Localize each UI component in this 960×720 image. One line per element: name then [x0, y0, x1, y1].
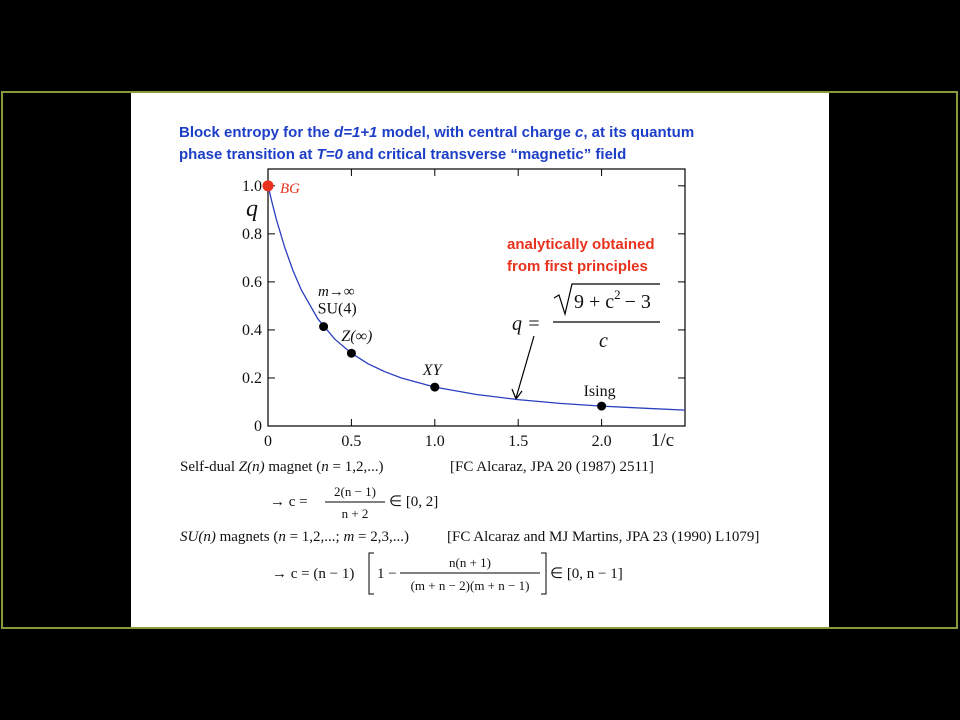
- y-axis-label: q: [246, 196, 258, 222]
- slide: [131, 93, 829, 627]
- point-label: SU(4): [318, 301, 357, 318]
- data-point: [597, 401, 607, 411]
- plot-frame: [267, 168, 686, 427]
- note-one: 1 −: [377, 566, 397, 582]
- note-formula: → c =: [270, 494, 308, 510]
- note-numerator: n(n + 1): [449, 555, 491, 570]
- y-tick-label: 0: [254, 418, 262, 435]
- data-point: [430, 382, 440, 392]
- brackets: [368, 552, 547, 595]
- x-tick-label: 0: [264, 433, 272, 450]
- title-line: Block entropy for the d=1+1 model, with …: [179, 124, 694, 141]
- note: Self-dual Z(n) magnet (n = 1,2,...): [180, 459, 383, 475]
- data-point: [262, 180, 274, 192]
- point-label: Ising: [584, 383, 616, 400]
- point-label: XY: [422, 362, 444, 379]
- point-label: BG: [280, 181, 300, 197]
- x-tick-label: 1.0: [425, 433, 445, 450]
- formula-lhs: q =: [512, 313, 541, 335]
- note-range: ∈ [0, 2]: [389, 494, 438, 510]
- reference: [FC Alcaraz, JPA 20 (1987) 2511]: [450, 459, 654, 475]
- y-tick-label: 1.0: [242, 178, 262, 195]
- x-tick-label: 0.5: [341, 433, 361, 450]
- curve: [267, 185, 686, 411]
- x-axis-label: 1/c: [651, 430, 674, 451]
- note-denominator: (m + n − 2)(m + n − 1): [411, 578, 530, 593]
- reference: [FC Alcaraz and MJ Martins, JPA 23 (1990…: [447, 529, 759, 545]
- y-tick-label: 0.8: [242, 226, 262, 243]
- note-formula: → c = (n − 1): [272, 566, 354, 582]
- y-tick-label: 0.2: [242, 370, 262, 387]
- annotation: analytically obtained: [507, 236, 655, 253]
- data-point: [319, 322, 329, 332]
- formula-denominator: c: [599, 330, 608, 352]
- data-point: [346, 348, 356, 358]
- y-tick-label: 0.6: [242, 274, 262, 291]
- note-numerator: 2(n − 1): [334, 484, 376, 499]
- x-tick-label: 1.5: [508, 433, 528, 450]
- note: SU(n) magnets (n = 1,2,...; m = 2,3,...): [180, 529, 409, 545]
- formula-numerator: 9 + c2− 3: [574, 287, 651, 313]
- annotation: from first principles: [507, 258, 648, 275]
- y-tick-label: 0.4: [242, 322, 262, 339]
- x-tick-label: 2.0: [592, 433, 612, 450]
- note-denominator: n + 2: [342, 506, 369, 521]
- note-range: ∈ [0, n − 1]: [550, 566, 623, 582]
- annotation: m→∞: [318, 284, 355, 300]
- point-label: Z(∞): [341, 328, 372, 345]
- title-line: phase transition at T=0 and critical tra…: [179, 146, 626, 163]
- radical: [553, 283, 660, 317]
